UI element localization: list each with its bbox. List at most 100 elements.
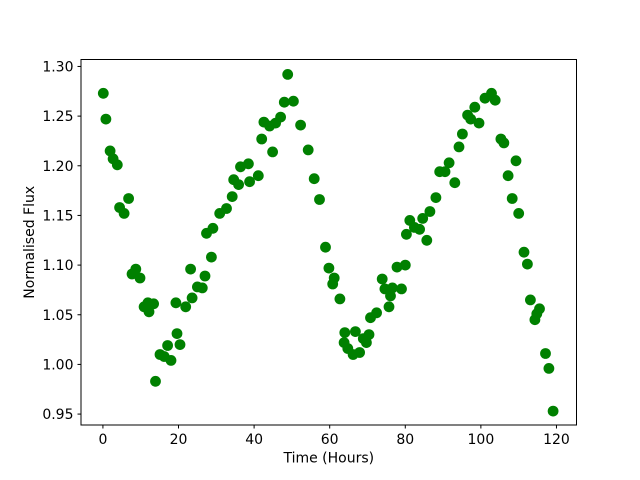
data-point bbox=[233, 179, 245, 191]
data-point bbox=[383, 301, 395, 313]
data-point bbox=[439, 166, 451, 178]
data-point bbox=[534, 303, 545, 315]
data-point bbox=[252, 170, 264, 182]
data-point bbox=[295, 119, 306, 131]
data-point bbox=[207, 222, 219, 234]
data-point bbox=[275, 111, 286, 123]
data-point bbox=[111, 159, 123, 171]
data-point bbox=[354, 347, 365, 358]
data-points bbox=[97, 69, 559, 417]
data-point bbox=[118, 208, 130, 219]
data-point bbox=[391, 261, 403, 273]
data-point bbox=[185, 263, 197, 275]
y-tick-label: 1.10 bbox=[42, 258, 73, 274]
data-point bbox=[449, 177, 461, 189]
data-point bbox=[465, 113, 477, 125]
x-tick-label: 40 bbox=[245, 432, 263, 448]
y-tick-label: 0.95 bbox=[42, 407, 73, 423]
data-point bbox=[421, 234, 433, 246]
data-point bbox=[547, 405, 559, 417]
y-tick-label: 1.25 bbox=[42, 109, 73, 125]
y-tick-label: 1.20 bbox=[42, 159, 73, 175]
data-point bbox=[244, 176, 256, 188]
data-point bbox=[513, 208, 525, 219]
y-axis-label: Normalised Flux bbox=[22, 186, 38, 299]
data-point bbox=[399, 259, 411, 271]
data-point bbox=[302, 144, 314, 156]
x-tick-label: 80 bbox=[396, 432, 414, 448]
data-point bbox=[363, 329, 375, 340]
data-point bbox=[443, 157, 455, 169]
x-tick-label: 60 bbox=[321, 432, 339, 448]
data-point bbox=[396, 283, 407, 295]
data-point bbox=[339, 327, 351, 338]
x-tick-label: 20 bbox=[170, 432, 188, 448]
data-point bbox=[97, 87, 109, 99]
data-point bbox=[525, 294, 536, 306]
data-point bbox=[430, 192, 442, 204]
data-point bbox=[308, 173, 320, 185]
data-point bbox=[543, 363, 555, 374]
y-tick-label: 1.30 bbox=[42, 59, 73, 75]
data-point bbox=[150, 375, 161, 387]
data-point bbox=[256, 133, 268, 145]
data-point bbox=[401, 228, 412, 240]
data-point bbox=[457, 128, 468, 140]
data-point bbox=[506, 193, 518, 204]
data-point bbox=[540, 348, 551, 359]
data-point bbox=[387, 282, 398, 294]
data-point bbox=[489, 94, 501, 106]
data-point bbox=[323, 262, 335, 274]
x-tick-label: 120 bbox=[543, 432, 570, 448]
data-point bbox=[282, 69, 294, 80]
x-tick-label: 100 bbox=[468, 432, 495, 448]
data-point bbox=[320, 241, 331, 253]
y-tick-label: 1.05 bbox=[42, 308, 73, 324]
data-point bbox=[243, 158, 254, 170]
data-point bbox=[498, 137, 510, 149]
data-point bbox=[171, 328, 183, 339]
data-point bbox=[148, 298, 160, 310]
data-point bbox=[100, 113, 112, 125]
data-point bbox=[510, 155, 522, 167]
data-point bbox=[328, 272, 340, 284]
data-point bbox=[196, 282, 208, 294]
data-point bbox=[174, 339, 186, 350]
data-point bbox=[376, 273, 388, 285]
x-axis-ticks: 0 20 40 60 80 100 120 bbox=[98, 425, 570, 448]
data-point bbox=[267, 146, 278, 158]
data-point bbox=[334, 293, 346, 305]
data-point bbox=[453, 141, 465, 153]
data-point bbox=[123, 193, 134, 204]
x-axis-label: Time (Hours) bbox=[282, 451, 374, 467]
data-point bbox=[134, 272, 146, 284]
data-point bbox=[371, 307, 382, 319]
data-point bbox=[314, 194, 325, 205]
y-axis-ticks: 0.95 1.00 1.05 1.10 1.15 1.20 1.25 1.30 bbox=[42, 59, 81, 423]
data-point bbox=[424, 206, 436, 217]
data-point bbox=[165, 355, 177, 366]
data-point bbox=[180, 301, 192, 313]
data-point bbox=[162, 340, 174, 351]
data-point bbox=[206, 251, 217, 263]
data-point bbox=[473, 117, 485, 129]
y-tick-label: 1.15 bbox=[42, 208, 73, 224]
data-point bbox=[522, 258, 533, 270]
data-point bbox=[414, 223, 425, 235]
data-point bbox=[199, 270, 211, 282]
data-point bbox=[278, 96, 290, 108]
data-point bbox=[417, 213, 429, 224]
data-point bbox=[502, 170, 514, 182]
plot-frame bbox=[80, 59, 577, 426]
data-point bbox=[130, 263, 142, 275]
y-tick-label: 1.00 bbox=[42, 357, 73, 373]
data-point bbox=[288, 95, 299, 107]
data-point bbox=[518, 246, 530, 258]
data-point bbox=[143, 306, 155, 318]
data-point bbox=[170, 297, 182, 309]
data-point bbox=[226, 191, 238, 203]
x-tick-label: 0 bbox=[98, 432, 107, 448]
data-point bbox=[221, 203, 232, 214]
